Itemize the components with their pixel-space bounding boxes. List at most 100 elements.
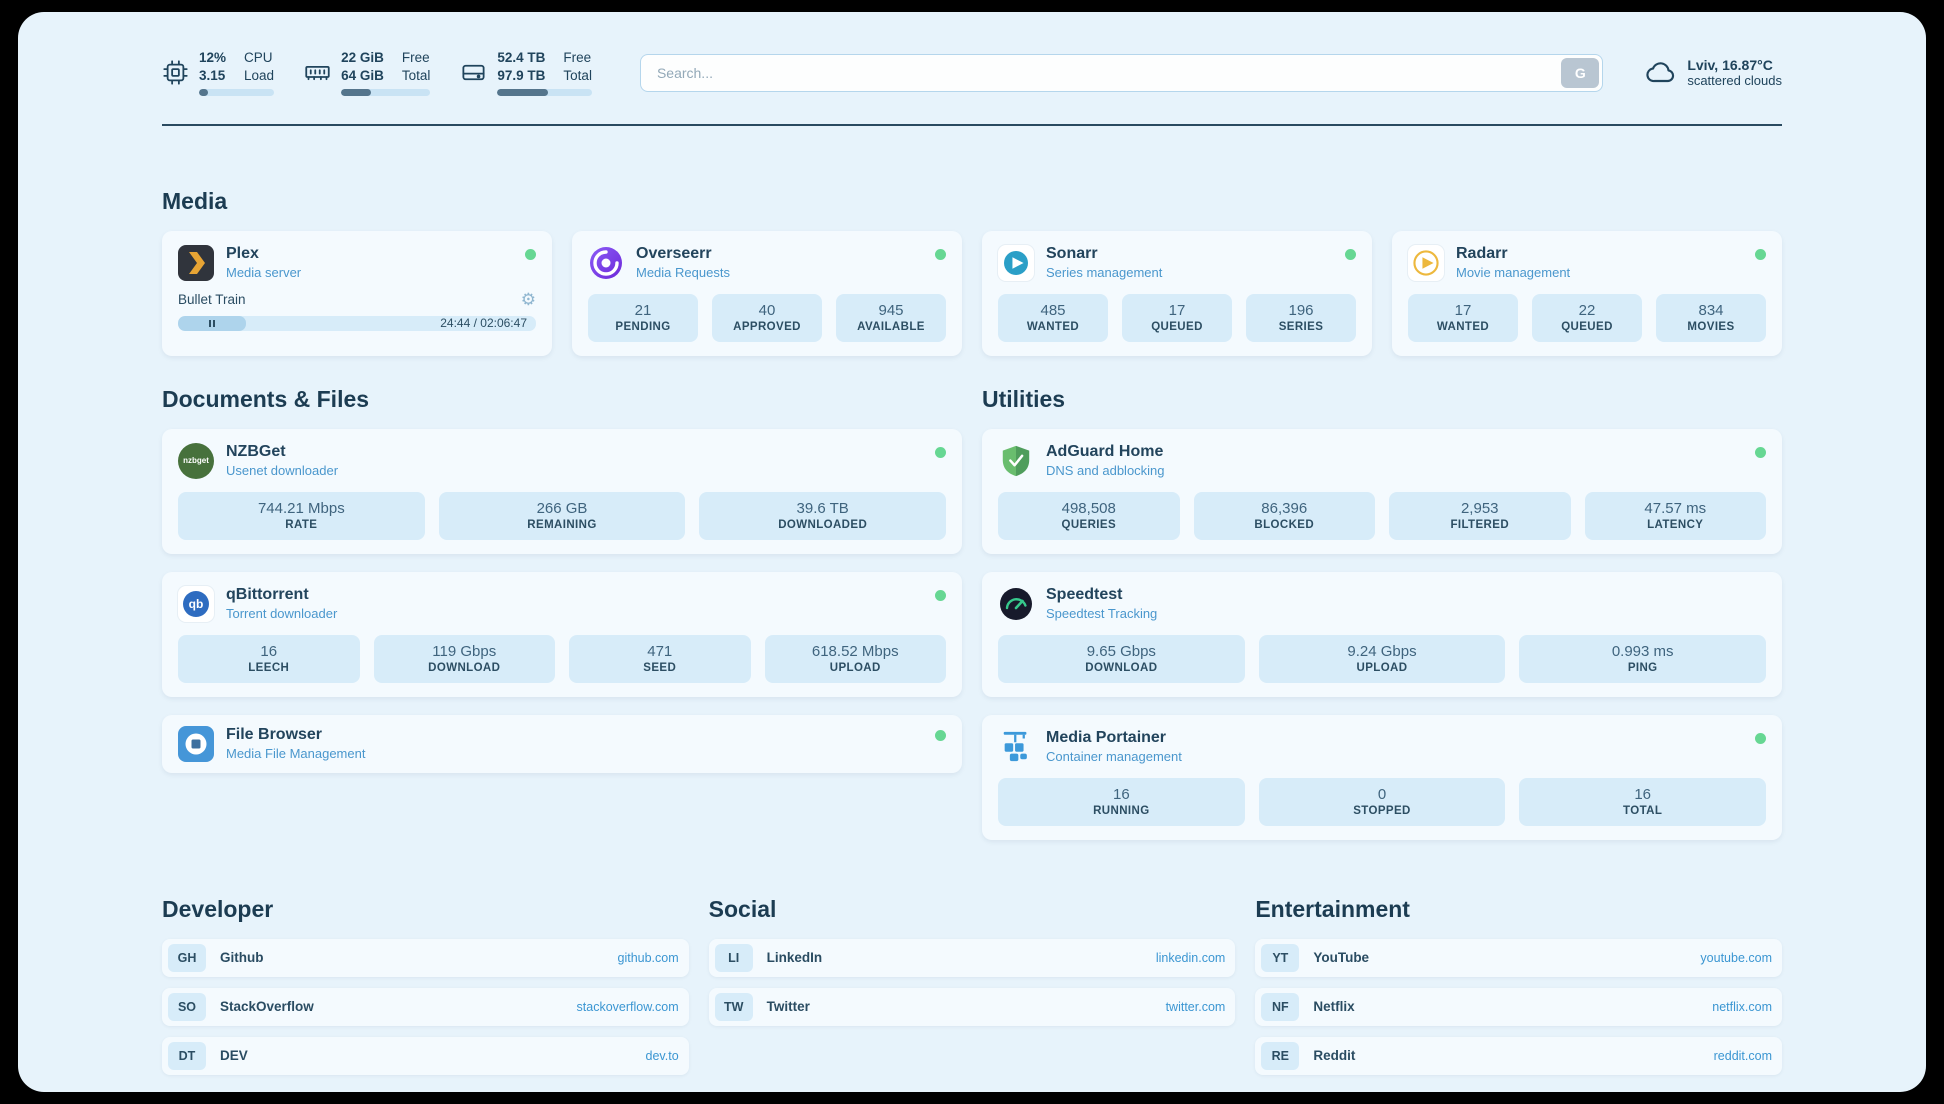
bookmark-abbr: TW xyxy=(714,992,753,1021)
app-name: Sonarr xyxy=(1046,245,1098,263)
bookmark-abbr: NF xyxy=(1261,992,1300,1021)
app-subtitle: Speedtest Tracking xyxy=(1046,606,1158,622)
plex-icon xyxy=(178,244,214,281)
bookmark-url[interactable]: reddit.com xyxy=(1713,1048,1772,1063)
app-card-plex[interactable]: Plex Media server Bullet Train ⚙ 24:44 xyxy=(162,230,552,356)
social-section-title: Social xyxy=(708,895,777,922)
bookmark-name: Github xyxy=(220,950,264,966)
portainer-icon xyxy=(998,729,1034,765)
bookmark-reddit[interactable]: RE Reddit reddit.com xyxy=(1255,1036,1782,1075)
bookmark-url[interactable]: stackoverflow.com xyxy=(576,999,679,1014)
bookmark-youtube[interactable]: YT YouTube youtube.com xyxy=(1255,938,1782,977)
bookmark-url[interactable]: netflix.com xyxy=(1712,999,1772,1014)
app-card-speedtest[interactable]: Speedtest Speedtest Tracking 9.65 Gbps DO… xyxy=(982,571,1782,697)
stat-pending: 21 PENDING xyxy=(588,293,698,342)
status-dot xyxy=(935,589,946,601)
memory-free-value: 22 GiB xyxy=(341,50,384,65)
stat-wanted: 485 WANTED xyxy=(998,293,1108,342)
playback-progress-bar[interactable]: 24:44 / 02:06:47 xyxy=(178,315,536,331)
search-bar: G xyxy=(639,53,1604,92)
bookmark-twitter[interactable]: TW Twitter twitter.com xyxy=(708,987,1236,1026)
stat-queries: 498,508 QUERIES xyxy=(998,491,1180,540)
app-name: qBittorrent xyxy=(226,586,309,604)
qbittorrent-icon: qb xyxy=(178,585,214,622)
memory-total-value: 64 GiB xyxy=(341,67,384,83)
stat-ping: 0.993 ms PING xyxy=(1519,634,1767,683)
entertainment-section-title: Entertainment xyxy=(1255,895,1410,922)
status-dot xyxy=(1755,248,1766,260)
stat-rate: 744.21 Mbps RATE xyxy=(178,491,425,540)
bookmark-url[interactable]: dev.to xyxy=(645,1048,679,1063)
section-utilities: Utilities AdGuard Home DNS and adblockin… xyxy=(982,386,1782,840)
bookmark-linkedin[interactable]: LI LinkedIn linkedin.com xyxy=(708,938,1236,977)
app-card-qbittorrent[interactable]: qb qBittorrent Torrent downloader 16 LEEC… xyxy=(162,571,962,697)
documents-section-title: Documents & Files xyxy=(162,385,370,412)
section-social: Social LI LinkedIn linkedin.com TW Twitt… xyxy=(708,895,1236,1026)
bookmark-name: LinkedIn xyxy=(766,950,823,966)
stat-total: 16 TOTAL xyxy=(1519,777,1767,826)
section-developer: Developer GH Github github.com SO StackO… xyxy=(162,896,689,1075)
status-dot xyxy=(525,248,536,260)
status-dot xyxy=(1755,446,1766,458)
bookmark-stackoverflow[interactable]: SO StackOverflow stackoverflow.com xyxy=(162,987,689,1026)
status-dot xyxy=(1755,732,1766,744)
app-name: Media Portainer xyxy=(1046,729,1167,747)
bookmark-url[interactable]: linkedin.com xyxy=(1155,950,1226,965)
hardware-widgets: 12% CPU 3.15 Load 22 GiB xyxy=(162,50,592,96)
storage-total-label: Total xyxy=(563,67,592,83)
dashboard-page: 12% CPU 3.15 Load 22 GiB xyxy=(18,12,1926,1092)
bookmark-abbr: RE xyxy=(1261,1041,1300,1070)
app-name: Overseerr xyxy=(636,245,712,263)
app-card-radarr[interactable]: Radarr Movie management 17 WANTED 22 QUEUE… xyxy=(1392,230,1782,356)
app-name: NZBGet xyxy=(226,443,286,461)
nzbget-icon: nzbget xyxy=(178,442,214,479)
app-name: Speedtest xyxy=(1046,586,1123,604)
bookmark-url[interactable]: github.com xyxy=(617,950,679,965)
bookmark-url[interactable]: twitter.com xyxy=(1165,999,1226,1014)
section-media: Media Plex Media server xyxy=(162,188,1782,356)
app-subtitle: Movie management xyxy=(1456,265,1571,281)
weather-condition: scattered clouds xyxy=(1687,73,1782,89)
cpu-icon xyxy=(162,59,189,86)
speedtest-icon xyxy=(998,586,1034,622)
stat-approved: 40 APPROVED xyxy=(712,293,822,342)
bookmark-github[interactable]: GH Github github.com xyxy=(162,938,689,977)
bookmark-netflix[interactable]: NF Netflix netflix.com xyxy=(1255,987,1782,1026)
app-card-nzbget[interactable]: nzbget NZBGet Usenet downloader 744.21 M… xyxy=(162,428,962,554)
app-card-sonarr[interactable]: Sonarr Series management 485 WANTED 17 QUE… xyxy=(982,230,1372,356)
memory-free-label: Free xyxy=(401,50,430,65)
bookmark-name: Reddit xyxy=(1313,1048,1356,1064)
bookmark-abbr: YT xyxy=(1261,943,1300,972)
section-documents: Documents & Files nzbget NZBGet Usenet d… xyxy=(162,386,962,773)
bookmark-url[interactable]: youtube.com xyxy=(1700,950,1772,965)
top-bar: 12% CPU 3.15 Load 22 GiB xyxy=(162,50,1782,96)
developer-section-title: Developer xyxy=(162,895,274,922)
status-dot xyxy=(935,446,946,458)
app-card-portainer[interactable]: Media Portainer Container management 16 R… xyxy=(982,714,1782,840)
memory-widget: 22 GiB Free 64 GiB Total xyxy=(304,50,431,96)
gear-icon[interactable]: ⚙ xyxy=(520,289,536,309)
stat-queued: 17 QUEUED xyxy=(1122,293,1232,342)
now-playing-title: Bullet Train xyxy=(178,291,246,307)
app-name: AdGuard Home xyxy=(1046,443,1164,461)
adguard-icon xyxy=(998,443,1034,479)
app-card-adguard[interactable]: AdGuard Home DNS and adblocking 498,508 Q… xyxy=(982,428,1782,554)
cpu-usage-value: 12% xyxy=(199,50,227,65)
app-name: File Browser xyxy=(226,726,323,744)
cloud-icon xyxy=(1645,57,1677,89)
app-card-overseerr[interactable]: Overseerr Media Requests 21 PENDING 40 APP… xyxy=(572,230,962,356)
stat-series: 196 SERIES xyxy=(1246,293,1356,342)
bookmark-dev[interactable]: DT DEV dev.to xyxy=(162,1036,689,1075)
memory-progress-bar xyxy=(341,88,431,96)
cpu-load-value: 3.15 xyxy=(199,67,226,83)
stat-download: 119 Gbps DOWNLOAD xyxy=(373,634,555,683)
search-input[interactable] xyxy=(639,53,1604,92)
pause-icon[interactable] xyxy=(209,319,215,327)
app-card-filebrowser[interactable]: File Browser Media File Management xyxy=(162,714,962,773)
app-subtitle: Torrent downloader xyxy=(226,606,338,622)
stat-running: 16 RUNNING xyxy=(998,777,1245,826)
search-engine-button[interactable]: G xyxy=(1561,57,1600,88)
status-dot xyxy=(935,729,946,741)
storage-widget: 52.4 TB Free 97.9 TB Total xyxy=(460,50,592,96)
stat-queued: 22 QUEUED xyxy=(1532,293,1642,342)
